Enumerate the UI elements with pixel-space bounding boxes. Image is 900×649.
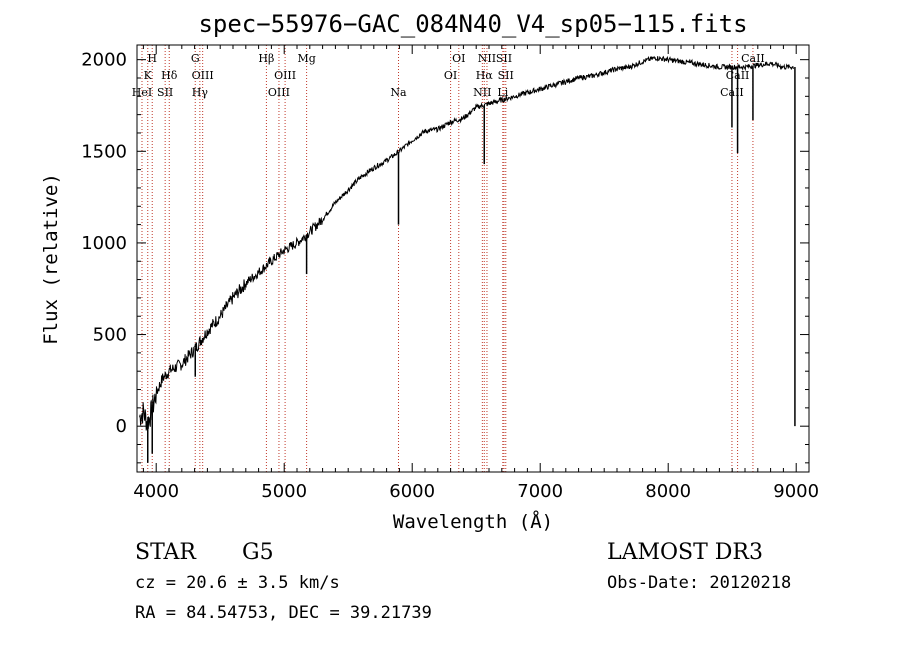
- spectral-line-label: NII: [473, 86, 491, 99]
- spectral-line-label: Hγ: [192, 86, 209, 99]
- x-tick-label: 5000: [261, 481, 307, 502]
- y-tick-label: 0: [116, 416, 127, 437]
- spectral-line-label: OIII: [274, 69, 296, 82]
- spectral-line-label: Na: [390, 86, 407, 99]
- y-tick-label: 1000: [81, 233, 127, 254]
- y-axis-label: Flux (relative): [40, 173, 62, 345]
- spectral-line-label: Hβ: [258, 52, 274, 65]
- spectral-line-label: HeI: [132, 86, 152, 99]
- plot-frame: [136, 44, 810, 473]
- obs-date: Obs-Date: 20120218: [607, 573, 792, 593]
- spectral-line-label: OIII: [192, 69, 214, 82]
- spectral-line-label: SII: [498, 69, 514, 82]
- spectral-line-label: Hα: [476, 69, 494, 82]
- x-tick-label: 9000: [773, 481, 819, 502]
- y-tick-label: 500: [93, 325, 127, 346]
- spectral-line-label: OIII: [268, 86, 290, 99]
- spectral-line-label: G: [191, 52, 200, 65]
- chart-title: spec−55976−GAC_084N40_V4_sp05−115.fits: [198, 10, 747, 38]
- absorption-dips: [147, 65, 796, 463]
- spectral-line-label: K: [144, 69, 153, 82]
- redshift-cz: cz = 20.6 ± 3.5 km/s: [135, 573, 340, 593]
- spectral-line-label: H: [147, 52, 157, 65]
- object-class: STAR: [135, 540, 196, 565]
- spectral-line-label: Li: [497, 86, 508, 99]
- object-subclass: G5: [242, 540, 274, 565]
- spectrum-line: [139, 55, 794, 431]
- y-tick-label: 2000: [81, 50, 127, 71]
- line-markers: [141, 45, 754, 472]
- spectral-line-label: NII: [478, 52, 496, 65]
- spectral-line-label: CaII: [741, 52, 765, 65]
- x-tick-label: 6000: [389, 481, 435, 502]
- y-axis: 0 500 1000 1500 2000: [81, 50, 809, 464]
- x-axis-label: Wavelength (Å): [393, 510, 553, 533]
- spectral-line-label: SII: [157, 86, 173, 99]
- y-tick-label: 1500: [81, 141, 127, 162]
- x-tick-label: 8000: [645, 481, 691, 502]
- spectral-line-label: Hδ: [161, 69, 178, 82]
- coordinates: RA = 84.54753, DEC = 39.21739: [135, 603, 432, 623]
- survey-name: LAMOST DR3: [607, 540, 763, 565]
- x-axis: 4000 5000 6000 7000 8000 9000: [133, 45, 819, 502]
- spectral-line-label: Mg: [297, 52, 315, 65]
- x-tick-label: 4000: [133, 481, 179, 502]
- spectral-line-label: OI: [444, 69, 457, 82]
- spectral-line-label: OI: [452, 52, 465, 65]
- spectral-line-label: SII: [496, 52, 512, 65]
- x-tick-label: 7000: [517, 481, 563, 502]
